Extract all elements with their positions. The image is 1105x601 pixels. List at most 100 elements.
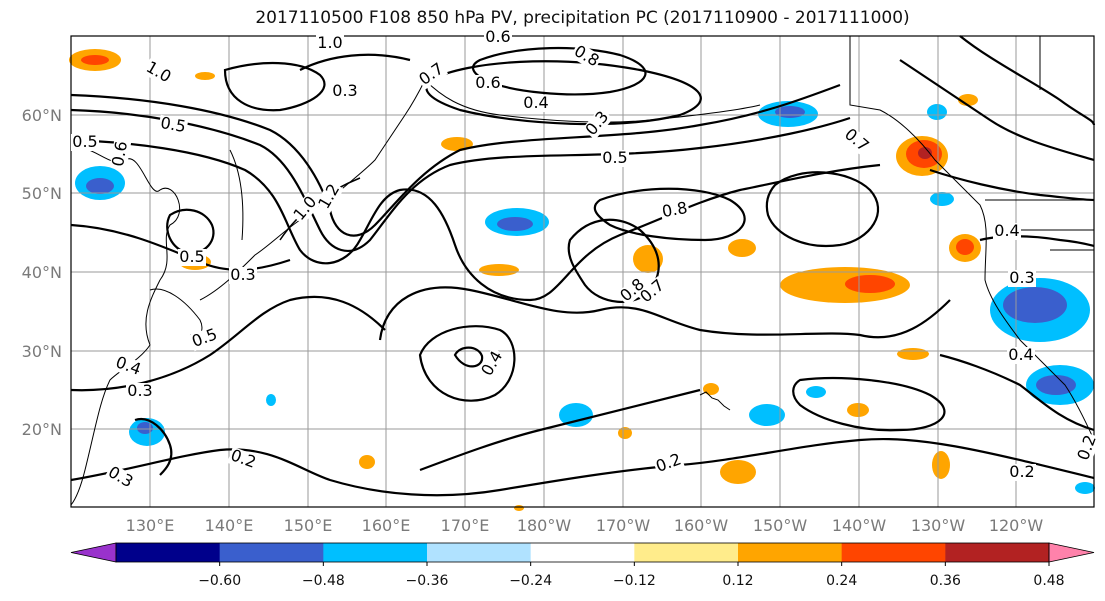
contour-label: 0.4 — [1008, 345, 1033, 364]
contour-label-background — [652, 450, 685, 477]
longitude-tick-label: 130°E — [126, 516, 175, 535]
pv-contour — [418, 325, 516, 402]
contour-label: 1.0 — [317, 33, 342, 52]
contour-label-background — [157, 114, 189, 137]
latitude-tick-label: 40°N — [22, 263, 62, 282]
pv-contour — [70, 108, 851, 252]
contour-label: 0.5 — [179, 247, 204, 266]
colorbar-segment — [841, 543, 946, 562]
pv-contour — [593, 187, 746, 242]
precip-negative-core — [86, 178, 114, 194]
contour-label-background — [112, 353, 145, 380]
precip-positive-area — [847, 403, 869, 417]
pv-contour — [959, 35, 1096, 126]
contour-label: 0.5 — [72, 132, 97, 151]
latitude-tick-label: 60°N — [22, 106, 62, 125]
precip-negative-area — [806, 386, 826, 398]
contour-label-background — [569, 42, 603, 71]
political-boundaries — [985, 36, 1094, 251]
colorbar-extend-max — [1048, 542, 1095, 563]
precip-negative-area — [749, 404, 785, 426]
precipitation-shading — [69, 49, 1095, 511]
precip-positive-peak — [918, 147, 932, 159]
contour-label-background — [474, 75, 502, 92]
kuril-kamchatka-coastline — [329, 79, 426, 201]
colorbar-segment — [738, 543, 843, 562]
contour-label: 0.5 — [602, 148, 627, 167]
contour-label-background — [227, 446, 260, 473]
contour-label-background — [315, 180, 344, 214]
pv-contour — [929, 168, 1095, 202]
contour-label: 0.6 — [485, 27, 510, 46]
longitude-tick-label: 170°E — [441, 516, 490, 535]
colorbar-segment — [116, 543, 221, 562]
contour-label: 0.4 — [994, 221, 1019, 240]
precip-positive-area — [359, 455, 375, 469]
colorbar — [70, 542, 1095, 563]
precip-positive-area — [618, 427, 632, 439]
contour-label-background — [993, 223, 1021, 240]
pv-contour — [939, 353, 1095, 432]
contour-label-background — [178, 249, 206, 266]
contour-label-background — [616, 275, 649, 307]
contour-label-background — [484, 29, 512, 46]
contour-label-background — [109, 138, 132, 170]
contour-label: 0.3 — [230, 265, 255, 284]
precip-negative-area — [930, 192, 954, 206]
contour-label-background — [1007, 347, 1035, 364]
pv-contour — [299, 53, 411, 71]
precip-positive-area — [703, 383, 719, 395]
pv-contour — [166, 208, 215, 255]
aleutian-islands — [424, 79, 761, 123]
map-gridlines — [71, 36, 1094, 507]
precip-negative-core — [497, 217, 533, 231]
latitude-labels: 60°N 50°N 40°N 30°N 20°N — [22, 106, 62, 439]
precip-positive-area — [479, 264, 519, 276]
latitude-tick-label: 20°N — [22, 420, 62, 439]
contour-label-background — [141, 58, 175, 87]
colorbar-tick-label: −0.48 — [302, 573, 345, 589]
contour-label: 0.6 — [108, 140, 131, 168]
contour-label-background — [290, 192, 322, 225]
precip-positive-area — [195, 72, 215, 80]
colorbar-segment — [219, 543, 324, 562]
pv-contour — [899, 59, 1095, 162]
precip-negative-area — [559, 403, 593, 427]
contour-label-background — [331, 83, 359, 100]
longitude-tick-label: 180°W — [517, 516, 572, 535]
contour-label-background — [71, 134, 99, 151]
precip-negative-core — [1036, 375, 1076, 395]
contour-label-background — [1008, 464, 1036, 481]
pv-contour — [765, 171, 880, 248]
precip-positive-area — [514, 505, 524, 511]
contour-label-background — [659, 199, 691, 222]
contour-label-background — [840, 125, 873, 157]
hawaii-islands — [699, 391, 731, 411]
longitude-tick-label: 140°E — [205, 516, 254, 535]
contour-label-background — [601, 150, 629, 167]
longitude-tick-label: 170°W — [596, 516, 651, 535]
pv-contour — [70, 138, 881, 302]
sakhalin-coastline — [229, 149, 244, 241]
precip-negative-core — [1003, 287, 1067, 323]
contour-label-background — [316, 35, 344, 52]
pv-contour — [419, 388, 701, 472]
pv-contour — [70, 437, 1095, 497]
precip-negative-area — [266, 394, 276, 406]
precip-positive-core — [81, 55, 109, 65]
contour-label-background — [126, 383, 154, 400]
latitude-tick-label: 50°N — [22, 184, 62, 203]
longitude-tick-label: 120°W — [989, 516, 1044, 535]
precip-positive-area — [932, 451, 950, 479]
pv-contour — [70, 83, 841, 237]
north-america-coastline — [849, 36, 1095, 441]
pv-contour — [792, 377, 946, 432]
precip-negative-area — [1075, 482, 1095, 494]
longitude-labels: 130°E 140°E 150°E 160°E 170°E 180°W 170°W 160°W… — [126, 516, 1044, 535]
pv-contour — [453, 346, 484, 368]
precip-positive-area — [728, 239, 756, 257]
colorbar-tick-label: −0.24 — [509, 573, 552, 589]
colorbar-tick-label: −0.12 — [613, 573, 656, 589]
precip-positive-area — [720, 460, 756, 484]
